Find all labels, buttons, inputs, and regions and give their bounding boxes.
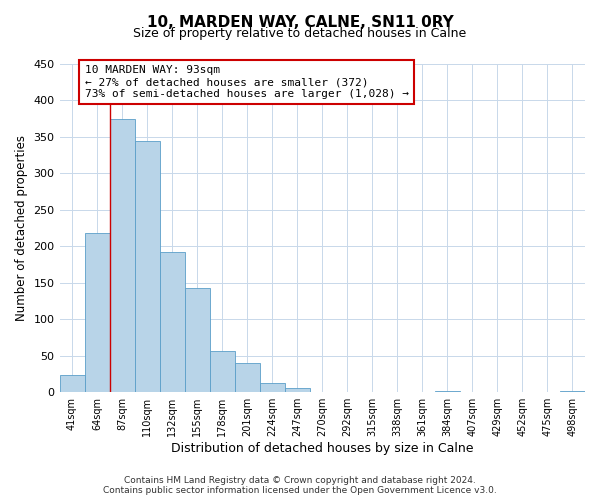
Text: Contains HM Land Registry data © Crown copyright and database right 2024.
Contai: Contains HM Land Registry data © Crown c…	[103, 476, 497, 495]
Bar	[235, 363, 260, 392]
Y-axis label: Number of detached properties: Number of detached properties	[15, 135, 28, 321]
Text: 10, MARDEN WAY, CALNE, SN11 0RY: 10, MARDEN WAY, CALNE, SN11 0RY	[146, 15, 454, 30]
Text: Size of property relative to detached houses in Calne: Size of property relative to detached ho…	[133, 28, 467, 40]
X-axis label: Distribution of detached houses by size in Calne: Distribution of detached houses by size …	[171, 442, 473, 455]
Bar	[134, 140, 160, 392]
Bar	[285, 388, 310, 392]
Bar	[110, 118, 134, 392]
Bar	[59, 376, 85, 392]
Bar	[209, 352, 235, 392]
Bar	[260, 382, 285, 392]
Text: 10 MARDEN WAY: 93sqm
← 27% of detached houses are smaller (372)
73% of semi-deta: 10 MARDEN WAY: 93sqm ← 27% of detached h…	[85, 66, 409, 98]
Bar	[85, 233, 110, 392]
Bar	[185, 288, 209, 392]
Bar	[160, 252, 185, 392]
